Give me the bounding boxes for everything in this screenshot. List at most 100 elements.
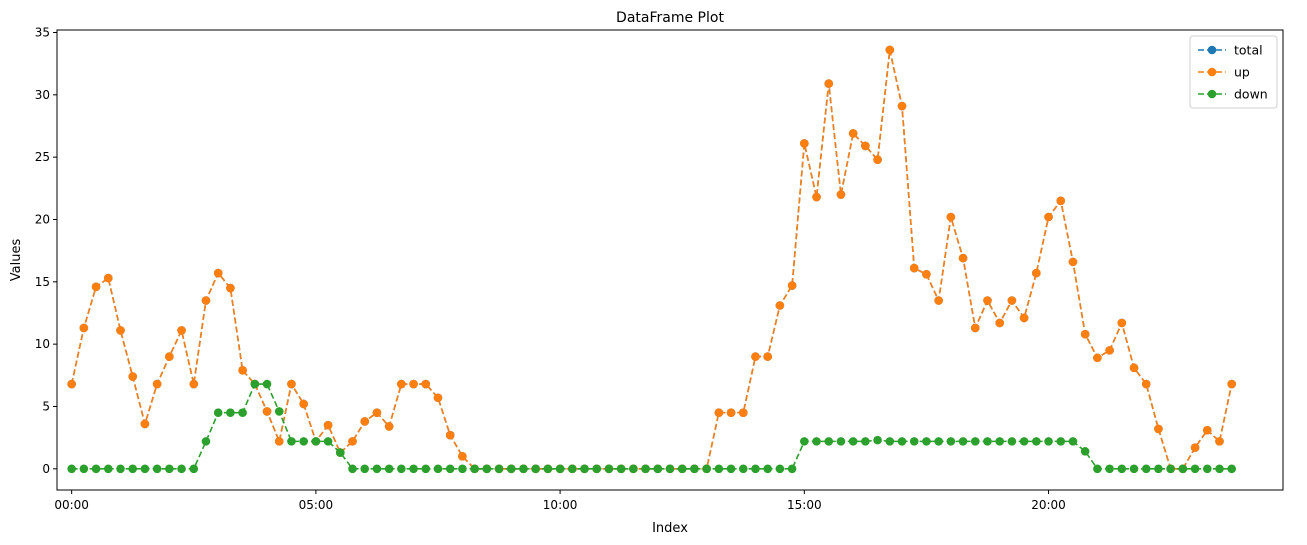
data-point-up [213,268,223,278]
data-point-down [116,464,125,474]
data-point-up [274,437,284,446]
data-point-up [1105,346,1114,355]
data-point-up [763,352,772,361]
data-point-down [1105,464,1114,474]
y-tick-label: 5 [42,399,50,413]
data-point-up [152,379,162,389]
data-point-down [1032,437,1041,446]
data-point-down [1056,437,1066,446]
data-point-down [604,464,614,474]
data-point-down [812,437,821,446]
data-point-down [458,464,467,474]
data-point-up [1190,443,1200,452]
data-point-down [885,437,895,446]
legend-marker [1207,89,1217,99]
data-point-down [897,437,907,446]
data-point-down [616,464,626,474]
x-tick-label: 05:00 [299,498,334,512]
data-point-down [433,464,443,474]
data-point-down [1166,464,1175,474]
data-point-up [873,155,882,164]
data-point-up [861,141,870,151]
data-point-down [690,464,699,474]
data-point-up [262,407,272,416]
data-point-down [397,464,406,474]
data-point-down [287,437,296,446]
data-point-down [140,464,150,474]
data-point-down [201,437,211,446]
data-point-up [1227,379,1237,389]
series-line-down [71,383,1232,470]
data-point-down [482,464,492,474]
data-point-down [909,437,919,446]
data-point-down [213,408,223,418]
data-point-up [958,253,968,263]
y-tick-label: 35 [35,25,50,39]
data-point-down [384,464,394,474]
data-point-down [238,408,247,418]
data-point-down [653,464,663,474]
legend-label: total [1234,43,1263,58]
data-point-down [775,464,785,474]
data-point-down [348,464,357,474]
data-point-down [323,437,333,446]
data-point-down [934,437,943,446]
data-point-up [409,379,418,389]
data-point-down [103,464,113,474]
data-point-down [787,464,797,474]
data-point-down [1117,464,1127,474]
data-point-up [433,393,443,403]
data-point-up [983,296,992,305]
data-point-down [1068,437,1078,446]
data-point-down [250,379,260,389]
y-tick-label: 0 [42,462,50,476]
data-point-down [262,379,272,389]
data-point-down [421,464,431,474]
data-point-up [91,282,101,292]
x-tick-label: 20:00 [1031,498,1066,512]
data-point-up [885,45,895,55]
data-point-down [274,407,284,416]
data-point-down [592,464,602,474]
y-tick-label: 10 [35,337,50,351]
data-point-down [311,437,321,446]
data-point-up [909,263,919,273]
data-point-up [397,379,406,389]
y-tick-label: 20 [35,212,50,226]
data-point-up [970,323,980,333]
x-tick-label: 15:00 [787,498,822,512]
data-point-up [360,417,370,426]
data-point-up [1129,363,1139,373]
data-point-down [995,437,1005,446]
data-point-down [360,464,370,474]
data-point-down [177,464,186,474]
data-point-up [79,323,89,333]
data-point-down [1080,447,1090,456]
data-point-up [922,270,931,279]
data-point-up [384,422,394,431]
data-point-down [958,437,968,446]
x-axis: 00:00 05:00 10:00 15:00 20:00 [54,490,1066,512]
legend-label: up [1234,65,1250,80]
data-point-down [726,464,736,474]
data-point-up [726,408,736,418]
data-point-up [165,352,174,361]
data-point-down [1044,437,1053,446]
data-point-up [787,281,797,290]
data-point-down [824,437,834,446]
data-point-down [714,464,724,474]
data-point-up [238,366,247,375]
legend-marker [1207,67,1217,77]
data-point-down [580,464,589,474]
y-tick-label: 30 [35,88,50,102]
data-point-up [946,212,956,222]
data-point-down [641,464,650,474]
data-point-down [226,408,235,418]
data-point-up [1044,212,1053,222]
data-point-down [543,464,553,474]
data-point-down [445,464,455,474]
data-point-down [372,464,382,474]
data-point-down [665,464,675,474]
data-point-up [836,190,846,199]
data-point-down [555,464,565,474]
